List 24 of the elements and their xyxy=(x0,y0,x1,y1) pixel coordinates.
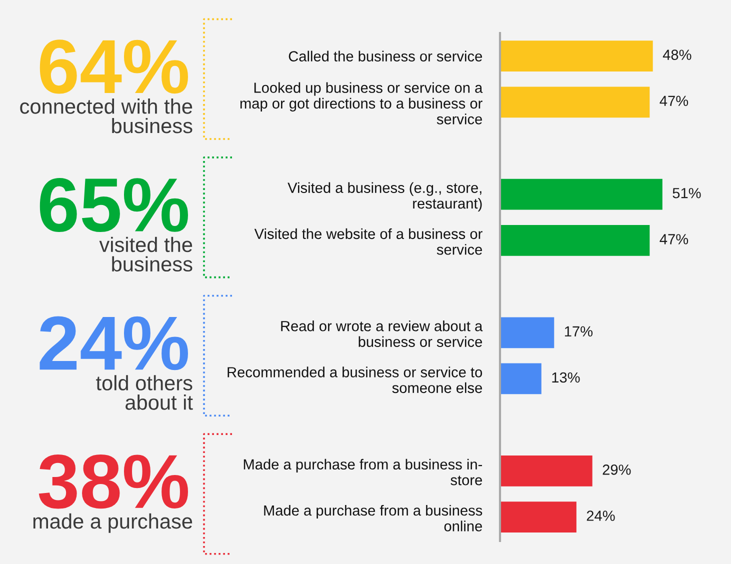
y-tick-label: Called the business or service xyxy=(288,50,482,62)
text: told others about it xyxy=(96,375,193,410)
text: connected with the business xyxy=(20,98,192,134)
y-tick-label: Recommended a business or service to someone else xyxy=(228,366,482,394)
data-label: 47% xyxy=(660,234,688,244)
y-tick-label: Visited the website of a business or service xyxy=(254,228,482,255)
text: 24% xyxy=(40,316,188,370)
y-tick-label: Read or wrote a review about a business or service xyxy=(281,320,483,347)
text: made a purchase xyxy=(33,513,192,533)
data-label: 17% xyxy=(564,326,593,336)
data-label: 48% xyxy=(662,50,692,60)
text: visited the business xyxy=(99,236,192,272)
text: 38% xyxy=(38,454,188,509)
y-tick-label: Visited a business (e.g., store, restaurant) xyxy=(288,182,482,212)
y-tick-label: Made a purchase from a business online xyxy=(264,504,482,532)
text: 64% xyxy=(40,40,188,94)
data-label: 47% xyxy=(660,96,688,106)
y-tick-label: Made a purchase from a business in- store xyxy=(244,458,482,486)
data-label: 24% xyxy=(586,510,615,521)
data-label: 13% xyxy=(552,372,580,383)
data-label: 51% xyxy=(672,188,701,198)
data-label: 29% xyxy=(602,464,631,475)
text: 65% xyxy=(40,178,188,232)
y-tick-label: Looked up business or service on a map or got directions to a business or service xyxy=(240,82,483,124)
